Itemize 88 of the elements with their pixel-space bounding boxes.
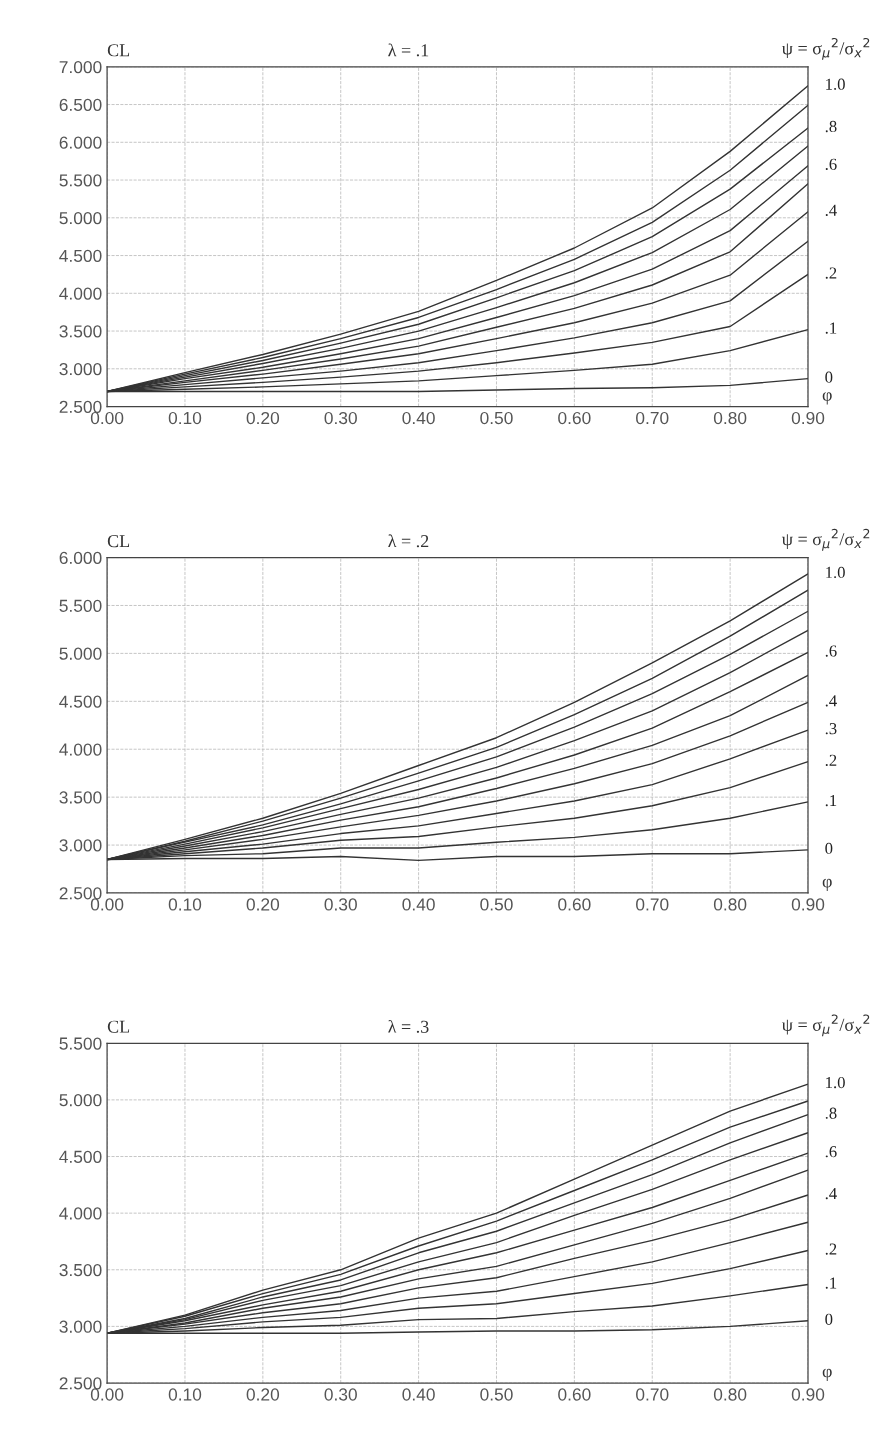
x-tick-label: 0.20: [246, 898, 280, 911]
y-tick-label: 5.000: [59, 1094, 102, 1107]
series-label: .2: [825, 267, 837, 279]
y-axis-title: CL: [107, 44, 130, 57]
chart-title: λ = .2: [388, 534, 429, 548]
text: ψ = σ$_{μ}$$^{2}$/σ$_{x}$$^{2}$: [781, 1014, 870, 1037]
series-label: .2: [825, 1243, 837, 1255]
y-tick-label: 4.500: [59, 249, 102, 263]
y-tick-label: 4.000: [59, 743, 102, 756]
x-tick-label: 0.10: [168, 1388, 202, 1401]
x-tick-label: 0.30: [324, 1388, 357, 1401]
y-tick-label: 3.000: [59, 362, 102, 376]
y-tick-label: 6.500: [59, 98, 102, 112]
y-tick-label: 5.000: [59, 647, 102, 660]
x-tick-label: 0.40: [402, 898, 435, 911]
x-tick-label: 0.90: [791, 411, 825, 425]
x-tick-label: 0.80: [713, 898, 747, 911]
y-tick-label: 4.000: [59, 1207, 102, 1220]
y-tick-label: 2.500: [59, 1377, 102, 1390]
chart-title: λ = .1: [388, 43, 429, 57]
y-tick-label: 5.500: [59, 599, 102, 612]
x-tick-label: 0.50: [480, 1388, 513, 1401]
y-tick-label: 3.000: [59, 1320, 102, 1333]
y-tick-label: 5.500: [59, 1037, 102, 1050]
x-tick-label: 0.10: [168, 898, 202, 911]
y-tick-label: 4.500: [59, 695, 102, 708]
series-label: .1: [825, 322, 837, 334]
y-tick-label: 5.500: [59, 174, 102, 187]
series-label: .4: [825, 1188, 837, 1200]
text: ψ = σ$_{μ}$$^{2}$/σ$_{x}$$^{2}$: [781, 528, 870, 551]
series-label: .6: [825, 158, 837, 170]
series-label: 0: [825, 842, 833, 855]
y-tick-label: 3.000: [59, 839, 102, 852]
y-tick-label: 3.500: [59, 1263, 102, 1277]
series-label: .3: [825, 723, 837, 735]
text: ψ = σ$_{μ}$$^{2}$/σ$_{x}$$^{2}$: [781, 37, 870, 60]
series-label: 1.0: [826, 78, 845, 90]
x-tick-label: 0.60: [558, 1388, 591, 1401]
x-tick-label: 0.90: [791, 1388, 825, 1401]
series-label: .6: [825, 1146, 837, 1158]
series-label: .1: [825, 794, 837, 807]
series-label: 1.0: [826, 1076, 845, 1089]
y-tick-label: 7.000: [59, 60, 102, 74]
x-axis-title: φ: [822, 392, 832, 405]
y-axis-title: CL: [107, 535, 130, 548]
x-axis-title: φ: [822, 1368, 832, 1382]
x-tick-label: 0.40: [402, 411, 435, 425]
x-axis-title: φ: [822, 878, 832, 892]
y-tick-label: 5.000: [59, 211, 102, 225]
x-tick-label: 0.00: [90, 898, 124, 911]
y-tick-label: 3.500: [59, 325, 102, 338]
series-label: .6: [825, 645, 837, 657]
x-tick-label: 0.00: [90, 1388, 124, 1401]
x-tick-label: 0.50: [480, 411, 513, 425]
x-tick-label: 0.30: [324, 898, 357, 911]
y-tick-label: 2.500: [59, 400, 102, 414]
x-tick-label: 0.00: [90, 411, 124, 425]
y-axis-title: CL: [107, 1020, 130, 1033]
y-tick-label: 4.000: [59, 287, 102, 300]
series-label: 0: [825, 371, 833, 383]
y-tick-label: 3.500: [59, 791, 102, 804]
series-label: .4: [825, 204, 837, 216]
x-tick-label: 0.10: [168, 411, 202, 425]
x-tick-label: 0.90: [791, 898, 825, 911]
x-tick-label: 0.50: [480, 898, 513, 911]
x-tick-label: 0.40: [402, 1388, 435, 1401]
chart-title: λ = .3: [388, 1019, 429, 1033]
series-label: 0: [825, 1313, 833, 1325]
x-tick-label: 0.60: [558, 898, 591, 911]
x-tick-label: 0.20: [246, 1388, 280, 1401]
series-label: .8: [825, 120, 837, 133]
x-tick-label: 0.30: [324, 411, 357, 425]
y-tick-label: 6.000: [59, 136, 102, 149]
y-tick-label: 4.500: [59, 1150, 102, 1163]
x-tick-label: 0.80: [713, 411, 747, 425]
x-tick-label: 0.60: [558, 411, 591, 425]
series-label: .2: [825, 754, 837, 766]
x-tick-label: 0.70: [636, 1388, 669, 1401]
y-tick-label: 2.500: [59, 887, 102, 900]
x-tick-label: 0.20: [246, 411, 280, 425]
x-tick-label: 0.70: [636, 898, 669, 911]
x-tick-label: 0.80: [713, 1388, 747, 1401]
series-label: .1: [825, 1277, 837, 1289]
y-tick-label: 6.000: [59, 551, 102, 565]
series-label: .8: [825, 1107, 837, 1119]
series-label: 1.0: [826, 566, 845, 579]
series-label: .4: [825, 695, 837, 707]
x-tick-label: 0.70: [636, 411, 669, 425]
